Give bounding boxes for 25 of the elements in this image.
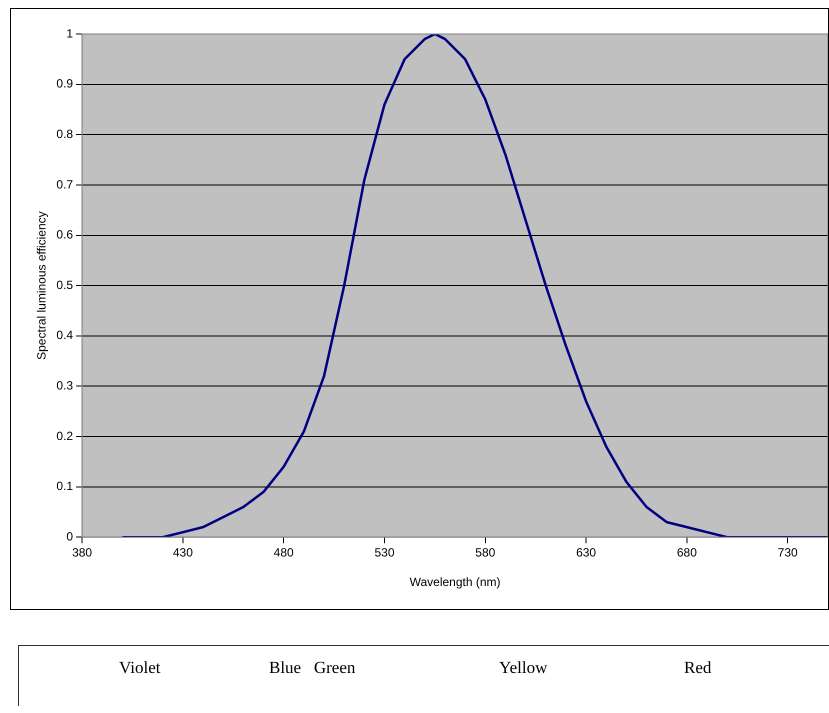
- x-tick-label: 530: [374, 546, 395, 560]
- y-tick-label: 0.6: [56, 228, 74, 242]
- y-tick-label: 0.9: [56, 76, 74, 91]
- y-tick-label: 0.5: [56, 278, 74, 292]
- y-tick-label: 0.3: [56, 378, 74, 393]
- x-tick-label: 380: [72, 546, 92, 560]
- y-tick-label: 0.7: [56, 177, 74, 192]
- x-tick-label: 680: [676, 546, 698, 560]
- text: Red: [684, 658, 712, 678]
- x-tick-label: 430: [172, 546, 194, 560]
- x-tick-label: 630: [576, 546, 596, 560]
- y-tick-label: 0.2: [56, 428, 74, 443]
- x-tick-label: 480: [274, 546, 294, 560]
- x-tick-label: 580: [475, 546, 496, 560]
- x-axis-title: Wavelength (nm): [410, 575, 501, 590]
- text: Yellow: [499, 658, 548, 678]
- y-tick-label: 0.8: [56, 126, 74, 141]
- y-tick-label: 0.1: [56, 479, 74, 494]
- y-tick-label: 1: [66, 26, 74, 40]
- y-tick-label: 0: [66, 530, 74, 544]
- text: Violet: [119, 658, 160, 678]
- y-axis-title: Spectral luminous efficiency: [34, 211, 49, 360]
- y-tick-label: 0.4: [56, 328, 74, 342]
- x-tick-label: 730: [778, 546, 798, 560]
- text: Blue Green: [269, 658, 356, 678]
